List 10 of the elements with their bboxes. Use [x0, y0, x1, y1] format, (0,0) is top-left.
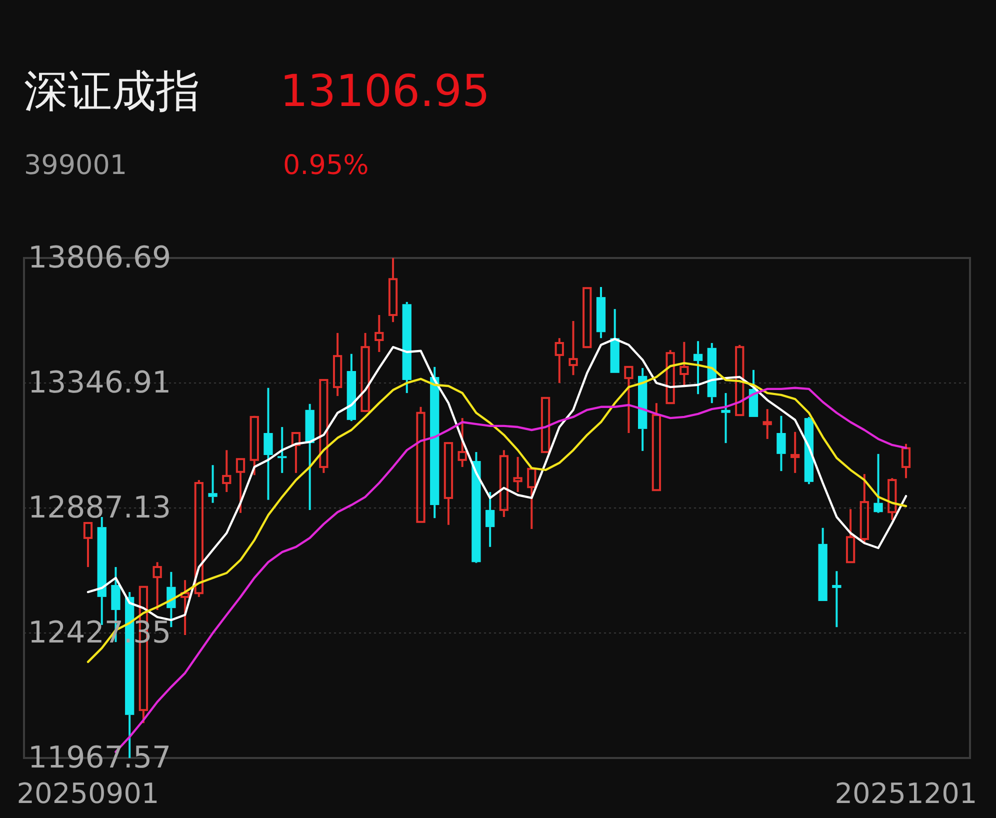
chart-title: 深证成指 — [24, 66, 200, 117]
text: 13106.95 — [280, 66, 490, 117]
y-tick-label: 13806.69 — [28, 240, 172, 276]
x-tick-label: 20251201 — [834, 777, 978, 810]
chart-subtitle: 399001 — [24, 150, 128, 181]
x-tick-label: 20250901 — [16, 777, 160, 810]
y-tick-label: 11967.57 — [28, 740, 172, 776]
y-tick-label: 13346.91 — [28, 366, 172, 400]
text: 0.95% — [283, 150, 369, 181]
y-tick-label: 12887.13 — [28, 490, 172, 526]
